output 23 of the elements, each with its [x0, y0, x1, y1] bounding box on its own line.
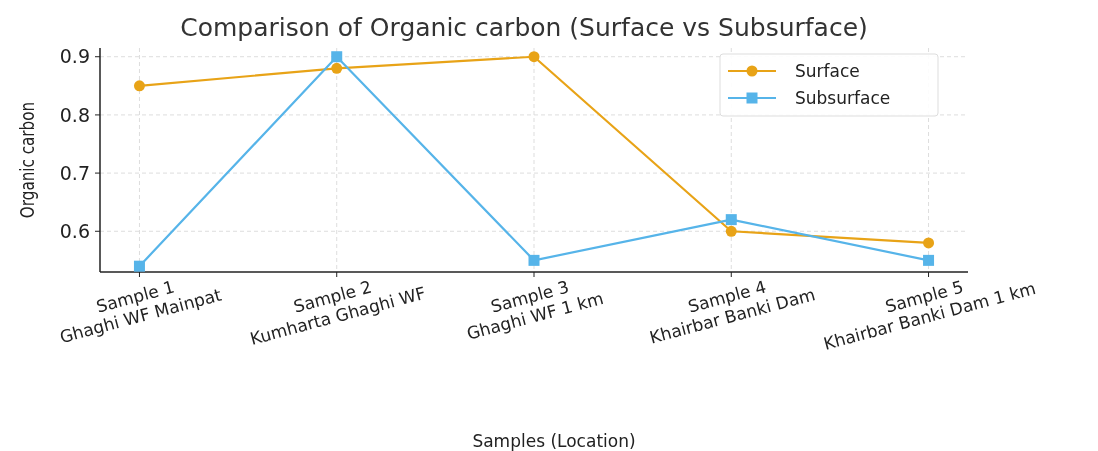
- y-tick-label: 0.6: [59, 219, 90, 242]
- y-tick-label: 0.9: [59, 45, 90, 68]
- x-tick-label: Sample 5 Khairbar Banki Dam 1 km: [821, 276, 1038, 354]
- point: [923, 254, 935, 266]
- point: [528, 51, 540, 63]
- point: [331, 62, 343, 74]
- legend-label: Subsurface: [795, 87, 891, 108]
- x-tick-label: Sample 3 Ghaghi WF 1 km: [464, 276, 606, 344]
- point: [725, 214, 737, 226]
- legend-label: Surface: [795, 60, 860, 81]
- y-tick-label: 0.7: [59, 161, 90, 184]
- point: [133, 260, 145, 272]
- y-tick-label: 0.8: [59, 103, 90, 126]
- chart-title: Comparison of Organic carbon (Surface vs Subsurface): [180, 13, 868, 42]
- point: [923, 237, 935, 249]
- point: [331, 51, 343, 63]
- point: [725, 225, 737, 237]
- point: [528, 254, 540, 266]
- point: [133, 80, 145, 92]
- y-axis-title: Organic carbon: [16, 101, 39, 219]
- x-tick-label: Sample 1 Ghaghi WF Mainpat: [57, 276, 224, 348]
- x-axis-title: Samples (Location): [472, 431, 636, 451]
- x-tick-label: Sample 4 Khairbar Banki Dam: [647, 276, 818, 348]
